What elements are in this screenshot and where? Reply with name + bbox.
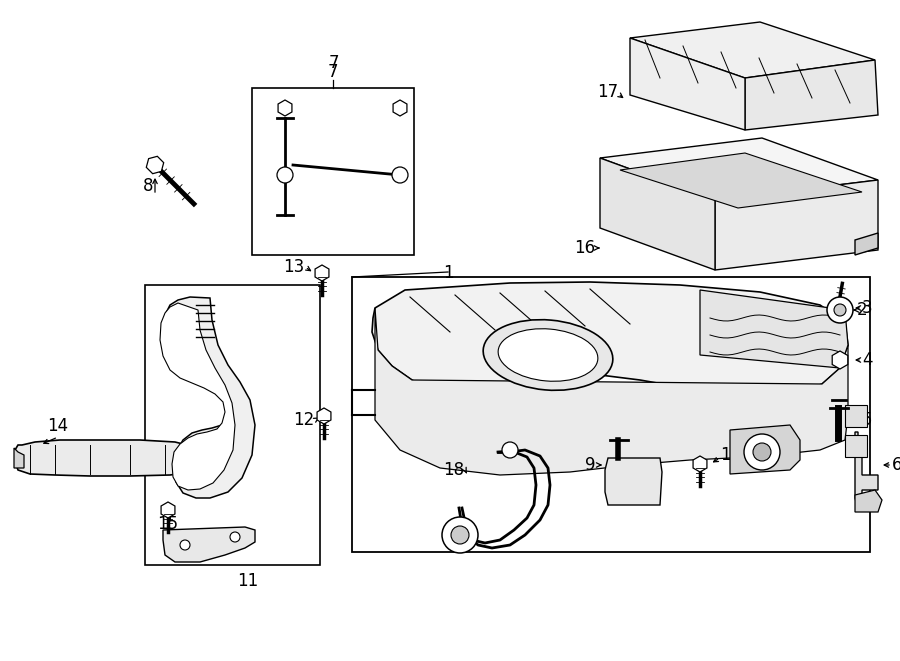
- Polygon shape: [730, 425, 800, 474]
- Text: 13: 13: [283, 258, 304, 276]
- Text: 12: 12: [292, 411, 314, 429]
- Bar: [845, 435, 867, 457]
- Polygon shape: [745, 60, 878, 130]
- Polygon shape: [620, 153, 862, 208]
- Circle shape: [230, 532, 240, 542]
- Ellipse shape: [498, 329, 598, 381]
- Text: 10: 10: [720, 446, 741, 464]
- Text: 2: 2: [857, 301, 868, 319]
- Text: 8: 8: [143, 177, 153, 195]
- Polygon shape: [700, 290, 848, 368]
- Circle shape: [451, 526, 469, 544]
- Text: 5: 5: [862, 411, 872, 429]
- Circle shape: [502, 442, 518, 458]
- Polygon shape: [605, 458, 662, 505]
- Text: 15: 15: [158, 515, 178, 533]
- Text: 3: 3: [862, 299, 873, 317]
- Circle shape: [827, 297, 853, 323]
- Text: 6: 6: [892, 456, 900, 474]
- Polygon shape: [14, 448, 24, 468]
- Polygon shape: [630, 38, 745, 130]
- Circle shape: [753, 443, 771, 461]
- Polygon shape: [855, 432, 878, 510]
- Text: 1: 1: [443, 264, 454, 282]
- Text: 4: 4: [862, 351, 872, 369]
- Polygon shape: [163, 297, 255, 498]
- Polygon shape: [855, 490, 882, 512]
- Polygon shape: [855, 233, 878, 255]
- Bar: [252, 88, 414, 255]
- Polygon shape: [630, 22, 875, 78]
- Ellipse shape: [483, 320, 613, 391]
- Circle shape: [392, 167, 408, 183]
- Text: 11: 11: [238, 572, 258, 590]
- Polygon shape: [163, 527, 255, 562]
- Bar: [352, 277, 870, 552]
- Circle shape: [180, 540, 190, 550]
- Polygon shape: [15, 440, 200, 476]
- Polygon shape: [715, 180, 878, 270]
- Text: 7: 7: [328, 63, 338, 81]
- Polygon shape: [160, 303, 235, 490]
- Text: 18: 18: [443, 461, 464, 479]
- Text: 14: 14: [48, 417, 68, 435]
- Polygon shape: [600, 138, 878, 200]
- Circle shape: [834, 304, 846, 316]
- Polygon shape: [372, 282, 848, 396]
- Circle shape: [744, 434, 780, 470]
- Circle shape: [277, 167, 293, 183]
- Text: 7: 7: [328, 54, 339, 72]
- Bar: [145, 285, 320, 565]
- Text: 16: 16: [574, 239, 595, 257]
- Bar: [845, 405, 867, 427]
- Polygon shape: [375, 308, 848, 475]
- Text: 9: 9: [584, 456, 595, 474]
- Circle shape: [442, 517, 478, 553]
- Text: 17: 17: [597, 83, 618, 101]
- Polygon shape: [600, 158, 715, 270]
